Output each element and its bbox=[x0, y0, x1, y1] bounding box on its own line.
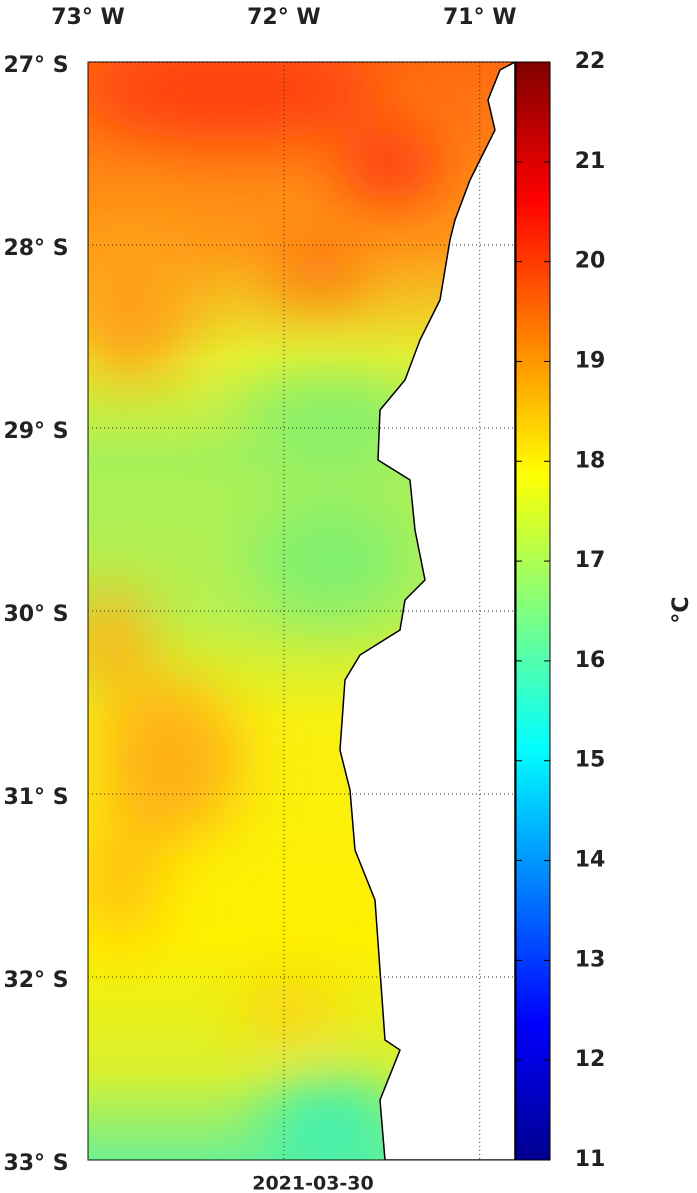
x-tick-label: 72° W bbox=[247, 5, 321, 30]
colorbar-tick-label: 18 bbox=[575, 448, 606, 473]
colorbar-tick-label: 11 bbox=[575, 1147, 606, 1172]
colorbar bbox=[515, 61, 551, 1161]
y-tick-label: 28° S bbox=[3, 236, 68, 261]
colorbar-tick-label: 16 bbox=[575, 648, 606, 673]
colorbar-tick-label: 21 bbox=[575, 149, 606, 174]
colorbar-tick-label: 20 bbox=[575, 249, 606, 274]
y-tick-label: 29° S bbox=[3, 419, 68, 444]
y-tick-label: 32° S bbox=[3, 968, 68, 993]
y-tick-label: 30° S bbox=[3, 602, 68, 627]
colorbar-tick-label: 13 bbox=[575, 947, 606, 972]
y-tick-label: 33° S bbox=[3, 1151, 68, 1176]
y-tick-label: 27° S bbox=[3, 53, 68, 78]
y-tick-label: 31° S bbox=[3, 785, 68, 810]
colorbar-tick-label: 12 bbox=[575, 1047, 606, 1072]
date-label: 2021-03-30 bbox=[252, 1173, 374, 1193]
colorbar-tick-label: 22 bbox=[575, 49, 606, 74]
x-tick-label: 71° W bbox=[443, 5, 517, 30]
x-tick-label: 73° W bbox=[51, 5, 125, 30]
colorbar-tick-label: 15 bbox=[575, 748, 606, 773]
colorbar-tick-label: 19 bbox=[575, 348, 606, 373]
colorbar-label: °C bbox=[669, 596, 694, 623]
sst-field bbox=[88, 62, 515, 1160]
colorbar-tick-label: 17 bbox=[575, 548, 606, 573]
colorbar-tick-label: 14 bbox=[575, 848, 606, 873]
